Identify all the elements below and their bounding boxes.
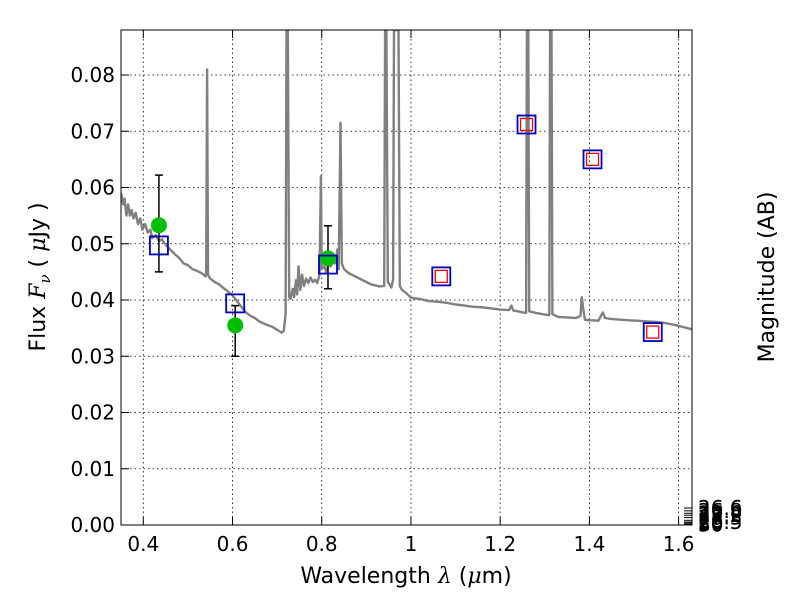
model-photometry-inner-marker xyxy=(585,152,600,167)
model-photometry-marker xyxy=(582,149,603,170)
y2-axis-label: Magnitude (AB) xyxy=(755,192,780,363)
y2-tick-label: 28.5 xyxy=(698,510,743,534)
y-axis: 0.00 0.01 0.02 0.03 0.04 0.05 0.06 0.07 0.08 xyxy=(70,63,129,537)
y-tick-label: 0.06 xyxy=(70,176,115,200)
y-tick-label: 0.00 xyxy=(70,513,115,537)
y2-tick-label: 28 xyxy=(698,508,723,532)
y2-tick-label: 29 xyxy=(698,511,723,535)
x-tick-label: 0.8 xyxy=(306,532,338,556)
x-tick-label: 1.6 xyxy=(663,532,695,556)
y-tick-label: 0.04 xyxy=(70,288,115,312)
model-photometry-marker xyxy=(318,254,338,275)
y2-tick-label: 27.5 xyxy=(698,506,743,530)
x-tick-label: 1.2 xyxy=(484,532,516,556)
plot-area xyxy=(121,30,692,334)
y-tick-label: 0.03 xyxy=(70,344,115,368)
grid-lines xyxy=(121,30,692,526)
observed-flux-point xyxy=(150,217,167,234)
plot-frame xyxy=(120,29,693,526)
x-tick-label: 0.4 xyxy=(127,532,159,556)
model-photometry-inner-marker xyxy=(519,117,534,132)
model-photometry-marker xyxy=(225,293,246,314)
y-tick-label: 0.07 xyxy=(70,119,115,143)
model-photometry-inner-marker xyxy=(646,325,660,339)
model-photometry-marker xyxy=(431,266,452,287)
model-photometry-marker xyxy=(516,114,537,135)
y-axis-label: Flux Fν ( μJy ) xyxy=(26,202,54,351)
model-photometry-marker xyxy=(642,322,663,342)
y2-tick-label: 27 xyxy=(698,501,723,525)
y2-tick-label: 26.8 xyxy=(698,499,743,523)
x-tick-label: 0.6 xyxy=(217,532,249,556)
y-tick-label: 0.08 xyxy=(70,63,115,87)
observed-flux-point xyxy=(319,250,336,267)
markers-layer xyxy=(149,114,663,357)
model-photometry-marker xyxy=(149,235,169,256)
model-photometry-inner-marker xyxy=(434,269,448,284)
x-axis: 0.4 0.6 0.8 1 1.2 1.4 1.6 xyxy=(127,30,695,556)
x-axis-label: Wavelength λ (μm) xyxy=(300,564,511,589)
x-tick-label: 1 xyxy=(405,532,418,556)
y2-tick-label: 27.2 xyxy=(698,503,743,527)
y2-tick-label: 30 xyxy=(698,512,723,536)
y-tick-label: 0.01 xyxy=(70,457,115,481)
y2-tick-label: 26.6 xyxy=(698,496,743,520)
sed-model-line xyxy=(121,30,692,334)
observed-flux-point xyxy=(227,317,244,334)
x-tick-label: 1.4 xyxy=(573,532,605,556)
y-tick-label: 0.05 xyxy=(70,232,115,256)
y-tick-label: 0.02 xyxy=(70,401,115,425)
